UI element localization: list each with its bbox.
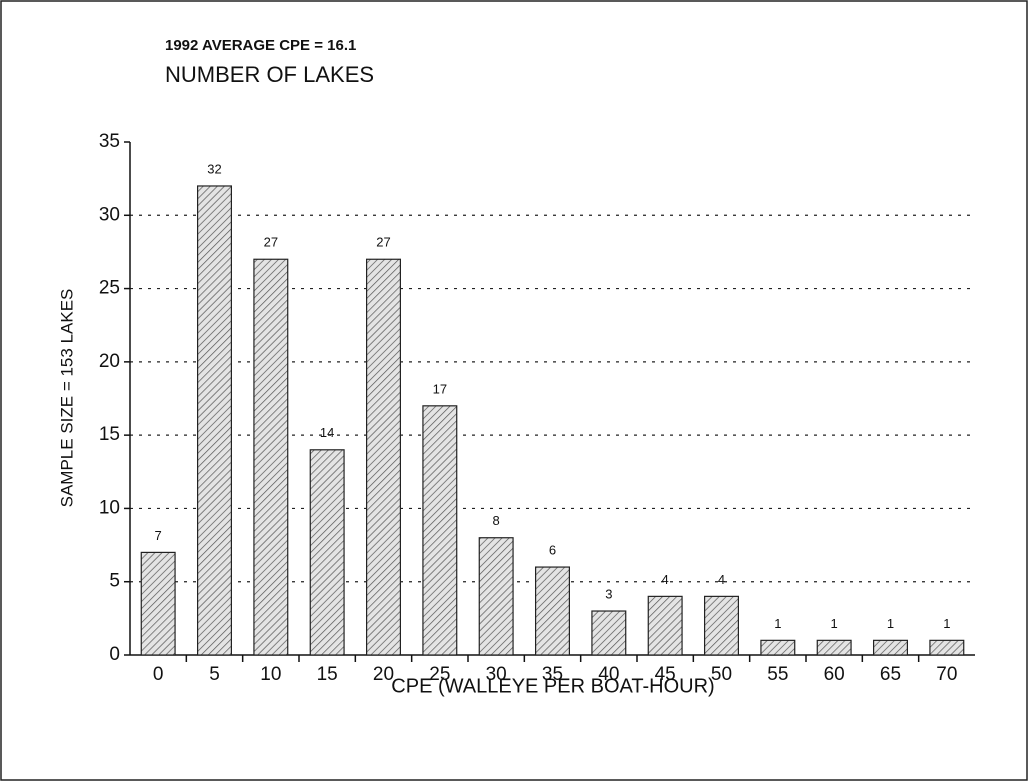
value-label: 27 bbox=[376, 235, 390, 250]
x-tick-label: 20 bbox=[373, 664, 394, 685]
value-label: 4 bbox=[718, 572, 725, 587]
bar bbox=[816, 639, 852, 656]
x-tick-label: 30 bbox=[486, 664, 507, 685]
x-tick-label: 55 bbox=[767, 664, 788, 685]
y-tick-label: 20 bbox=[99, 351, 120, 372]
bar bbox=[197, 185, 233, 656]
bar bbox=[478, 537, 514, 656]
value-label: 3 bbox=[605, 586, 612, 601]
x-tick-label: 65 bbox=[880, 664, 901, 685]
y-tick-label: 35 bbox=[99, 131, 120, 152]
y-tick-label: 25 bbox=[99, 278, 120, 299]
value-label: 1 bbox=[831, 616, 838, 631]
x-tick-label: 25 bbox=[429, 664, 450, 685]
value-label: 6 bbox=[549, 542, 556, 557]
y-tick-label: 30 bbox=[99, 204, 120, 225]
bar bbox=[872, 639, 908, 656]
value-label: 4 bbox=[662, 572, 669, 587]
value-label: 27 bbox=[264, 235, 278, 250]
bar bbox=[929, 639, 965, 656]
value-label: 8 bbox=[493, 513, 500, 528]
x-tick-label: 0 bbox=[153, 664, 164, 685]
y-tick-label: 5 bbox=[109, 571, 120, 592]
value-label: 32 bbox=[207, 161, 221, 176]
x-tick-label: 15 bbox=[317, 664, 338, 685]
x-tick-label: 60 bbox=[824, 664, 845, 685]
bar bbox=[366, 258, 402, 656]
bar bbox=[140, 551, 176, 656]
bar bbox=[309, 449, 345, 656]
x-tick-label: 45 bbox=[655, 664, 676, 685]
bar bbox=[591, 610, 627, 656]
value-label: 1 bbox=[943, 616, 950, 631]
x-tick-label: 10 bbox=[260, 664, 281, 685]
x-tick-label: 70 bbox=[936, 664, 957, 685]
bar bbox=[760, 639, 796, 656]
value-label: 1 bbox=[887, 616, 894, 631]
x-tick-label: 35 bbox=[542, 664, 563, 685]
chart-title: 1992 AVERAGE CPE = 16.1 bbox=[165, 37, 356, 54]
value-label: 14 bbox=[320, 425, 334, 440]
value-label: 7 bbox=[155, 528, 162, 543]
bar bbox=[253, 258, 289, 656]
chart-subtitle: NUMBER OF LAKES bbox=[165, 62, 374, 87]
y-tick-label: 0 bbox=[109, 644, 120, 665]
bar bbox=[703, 595, 739, 656]
bar bbox=[534, 566, 570, 656]
y-tick-label: 10 bbox=[99, 497, 120, 518]
y-axis-label: SAMPLE SIZE = 153 LAKES bbox=[57, 289, 76, 508]
x-axis-label: CPE (WALLEYE PER BOAT-HOUR) bbox=[391, 675, 714, 697]
x-tick-label: 5 bbox=[209, 664, 220, 685]
x-tick-label: 50 bbox=[711, 664, 732, 685]
bar bbox=[647, 595, 683, 656]
bar bbox=[422, 405, 458, 656]
value-label: 17 bbox=[433, 381, 447, 396]
x-tick-label: 40 bbox=[598, 664, 619, 685]
y-tick-label: 15 bbox=[99, 424, 120, 445]
value-label: 1 bbox=[774, 616, 781, 631]
